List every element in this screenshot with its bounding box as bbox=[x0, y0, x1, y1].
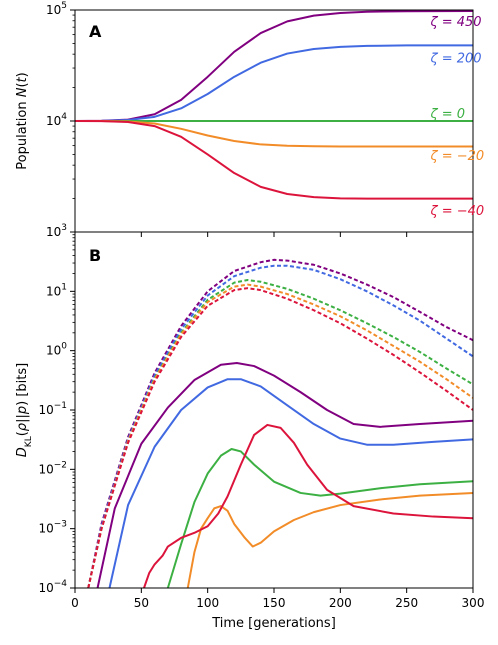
y-tick-label: 100 bbox=[46, 342, 67, 358]
series-line-6 bbox=[108, 378, 474, 589]
series-line-8 bbox=[186, 491, 474, 589]
y-tick-label: 103 bbox=[46, 223, 67, 239]
x-tick-label: 300 bbox=[462, 596, 485, 610]
y-tick-label: 10−3 bbox=[38, 520, 67, 536]
x-tick-label: 150 bbox=[263, 596, 286, 610]
series-label-2: ζ = 0 bbox=[430, 107, 466, 122]
series-line-0 bbox=[74, 9, 474, 122]
y-tick-label: 105 bbox=[46, 1, 67, 17]
series-line-4 bbox=[87, 287, 474, 589]
panel-b-xlabel: Time [generations] bbox=[211, 616, 336, 631]
y-tick-label: 101 bbox=[46, 282, 67, 298]
series-label-3: ζ = −20 bbox=[430, 149, 485, 164]
series-label-4: ζ = −40 bbox=[430, 204, 485, 219]
y-tick-label: 10−2 bbox=[38, 460, 67, 476]
series-label-1: ζ = 200 bbox=[430, 52, 482, 67]
panel-a-series-labels: ζ = 450 ζ = 200 ζ = 0 ζ = −20 ζ = −40 bbox=[430, 15, 485, 219]
series-line-4 bbox=[74, 120, 473, 200]
panel-a-ylabel: Population N(t) bbox=[15, 72, 30, 169]
series-line-5 bbox=[96, 361, 474, 589]
panel-b-ylabel: DKL(ρ||p) [bits] bbox=[15, 363, 34, 457]
series-line-1 bbox=[87, 264, 474, 589]
series-line-2 bbox=[87, 279, 474, 589]
panel-b-ticks: 101 100 10−1 10−2 10−3 10−4 0 50 100 150 200 250 300 bbox=[38, 231, 485, 610]
panel-b: 101 100 10−1 10−2 10−3 10−4 0 50 100 150 200 250 300… bbox=[15, 231, 485, 631]
series-label-0: ζ = 450 bbox=[430, 15, 482, 30]
x-tick-label: 0 bbox=[71, 596, 79, 610]
x-tick-label: 250 bbox=[395, 596, 418, 610]
panel-b-letter: B bbox=[89, 246, 101, 265]
y-tick-label: 10−4 bbox=[38, 579, 67, 595]
series-line-3 bbox=[74, 120, 473, 148]
x-tick-label: 100 bbox=[196, 596, 219, 610]
panel-a-ticks: 105 104 103 bbox=[46, 1, 474, 239]
x-tick-label: 200 bbox=[329, 596, 352, 610]
series-line-1 bbox=[74, 44, 473, 122]
panel-a-series bbox=[74, 9, 474, 200]
series-line-9 bbox=[143, 423, 474, 589]
y-tick-label: 104 bbox=[46, 112, 67, 128]
y-tick-label: 10−1 bbox=[38, 401, 67, 417]
x-tick-label: 50 bbox=[134, 596, 149, 610]
panel-a-letter: A bbox=[89, 22, 102, 41]
series-line-7 bbox=[166, 448, 474, 589]
panel-b-series bbox=[87, 258, 474, 589]
panel-b-frame bbox=[74, 231, 474, 589]
